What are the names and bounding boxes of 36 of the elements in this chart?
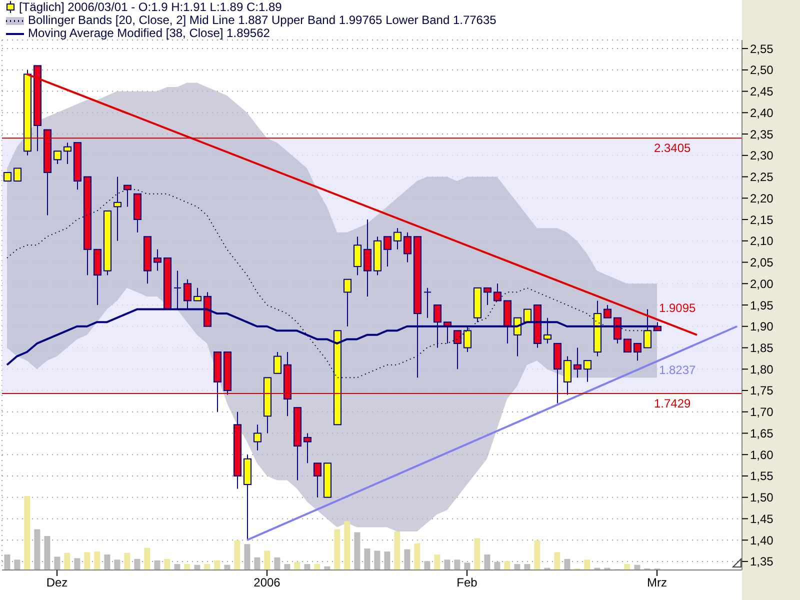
y-tick-label: 1,60: [750, 448, 774, 462]
y-tick-label: 1,90: [750, 320, 774, 334]
y-tick-label: 1,55: [750, 469, 774, 484]
y-tick-label: 2,00: [750, 276, 774, 291]
y-tick-label: 2,30: [750, 148, 774, 163]
annotation: 1.9095: [659, 301, 696, 316]
legend-label: Bollinger Bands [20, Close, 2] Mid Line 1.887 Upper Band 1.99765 Lower Band 1.77635: [28, 13, 496, 27]
y-tick-label: 1,45: [750, 512, 774, 526]
y-tick-label: 1,40: [750, 533, 774, 548]
x-tick-label: 2006: [254, 576, 281, 590]
y-tick-label: 2,55: [750, 42, 774, 56]
x-tick-label: Dez: [46, 576, 68, 590]
x-tick-label: Mrz: [647, 576, 667, 590]
y-tick-label: 2,50: [750, 63, 774, 78]
y-tick-label: 1,50: [750, 490, 774, 505]
y-tick-label: 2,15: [750, 212, 774, 227]
legend-label: Moving Average Modified [38, Close] 1.89562: [28, 26, 270, 40]
chart-title: [Täglich] 2006/03/01 - O:1.9 H:1.91 L:1.89 C:1.89: [19, 0, 282, 14]
ref-line-label: 1.7429: [654, 396, 692, 411]
y-tick-label: 1,65: [750, 426, 774, 440]
y-tick-label: 2,20: [750, 191, 774, 206]
y-tick-label: 2,40: [750, 106, 774, 120]
y-tick-label: 2,10: [750, 234, 774, 248]
y-tick-label: 1,75: [750, 384, 774, 398]
y-tick-label: 1,80: [750, 362, 774, 376]
ref-line-label: 2.3405: [654, 141, 692, 156]
annotation: 1.8237: [659, 362, 696, 377]
y-tick-label: 2,25: [750, 170, 774, 184]
x-tick-label: Feb: [456, 576, 478, 590]
y-tick-label: 2,05: [750, 256, 774, 270]
y-tick-label: 1,95: [750, 298, 774, 312]
y-tick-label: 2,45: [750, 84, 774, 99]
y-tick-label: 2,35: [750, 127, 774, 142]
y-tick-label: 1,70: [750, 405, 774, 420]
y-tick-label: 1,85: [750, 341, 774, 355]
y-tick-label: 1,35: [750, 554, 774, 569]
